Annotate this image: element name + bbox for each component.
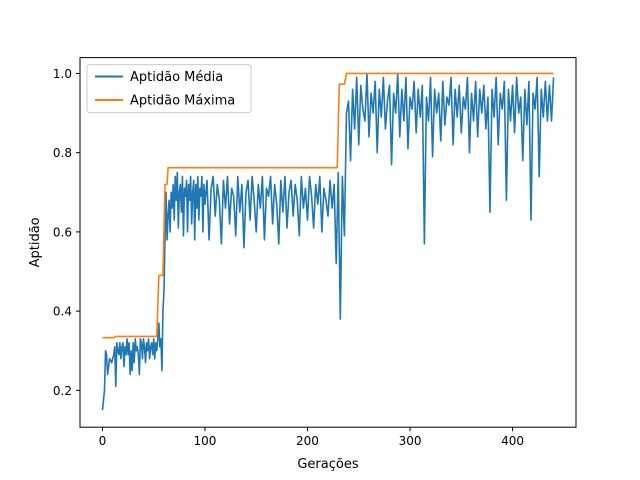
y-tick-label: 0.4 bbox=[53, 305, 72, 319]
legend-label-aptidao-maxima: Aptidão Máxima bbox=[130, 94, 235, 109]
legend-box bbox=[86, 64, 252, 114]
plot-frame bbox=[79, 57, 577, 428]
y-tick-label: 1.0 bbox=[53, 67, 72, 81]
y-axis-ticks: 0.2 0.4 0.6 0.8 1.0 bbox=[53, 67, 80, 398]
x-tick-label: 0 bbox=[99, 434, 107, 448]
x-axis-ticks: 0 100 200 300 400 bbox=[99, 427, 524, 448]
x-axis-label: Gerações bbox=[297, 457, 358, 472]
y-tick-label: 0.8 bbox=[53, 146, 72, 160]
x-tick-label: 100 bbox=[194, 434, 217, 448]
legend: Aptidão Média Aptidão Máxima bbox=[86, 64, 252, 114]
legend-label-aptidao-media: Aptidão Média bbox=[130, 70, 223, 85]
y-tick-label: 0.6 bbox=[53, 225, 72, 239]
x-tick-label: 300 bbox=[399, 434, 422, 448]
series-line-aptidao-maxima bbox=[102, 72, 554, 339]
series-layer bbox=[101, 72, 555, 411]
x-tick-label: 200 bbox=[296, 434, 319, 448]
y-tick-label: 0.2 bbox=[53, 384, 72, 398]
series-line-aptidao-media bbox=[101, 72, 555, 411]
y-axis-label: Aptidão bbox=[28, 217, 43, 267]
x-tick-label: 400 bbox=[501, 434, 524, 448]
